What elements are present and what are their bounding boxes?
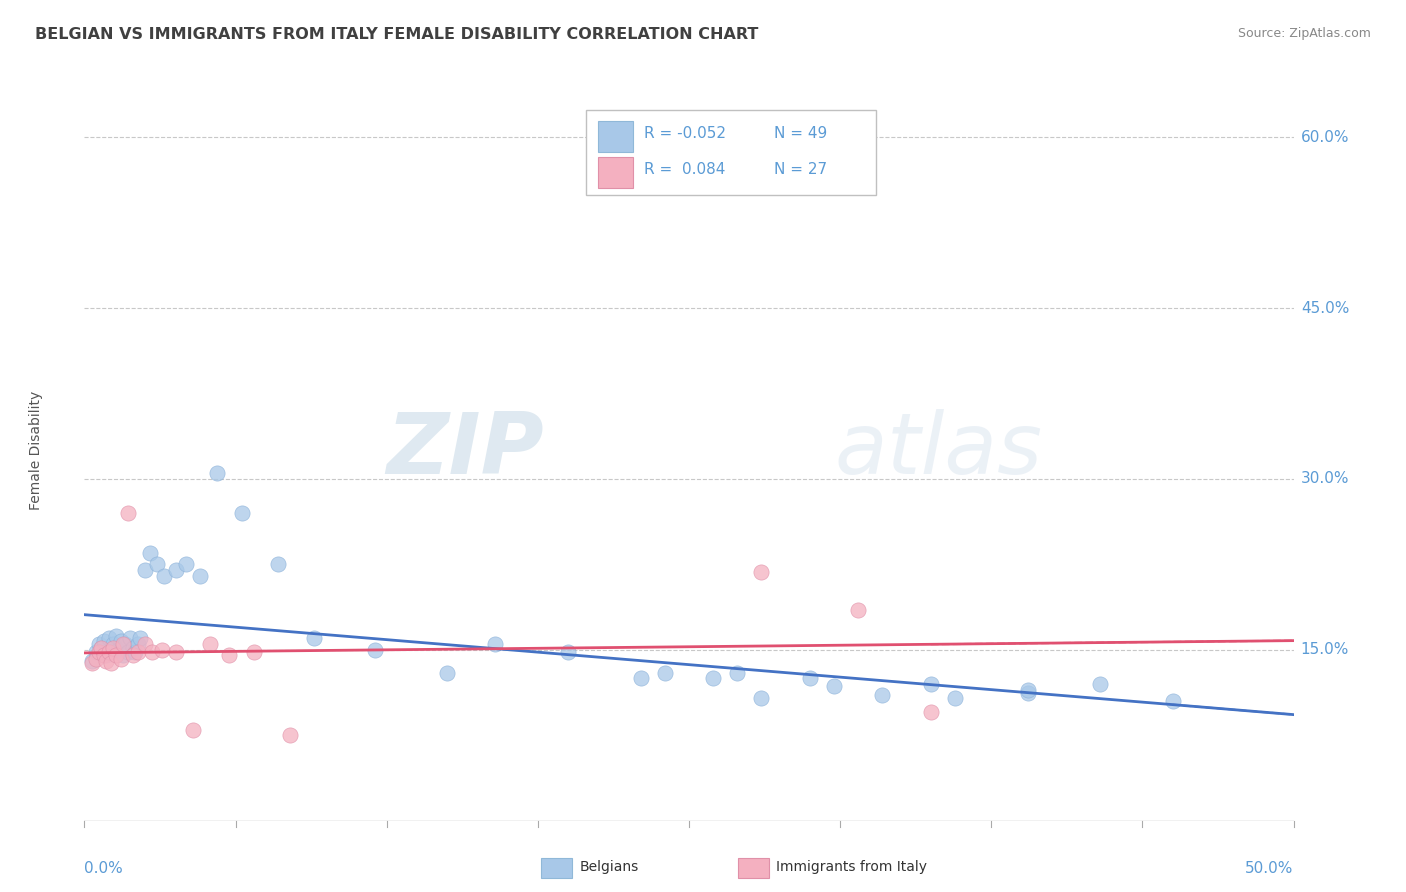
Point [94, 654, 117, 668]
Point [823, 679, 845, 693]
Point [218, 648, 240, 663]
Point [90, 640, 112, 655]
Point [100, 657, 122, 671]
Point [654, 665, 676, 680]
Point [94, 648, 117, 663]
Point [93, 633, 115, 648]
Point [138, 546, 160, 560]
Point [278, 728, 301, 742]
Point [103, 637, 125, 651]
Point [363, 642, 385, 657]
Point [121, 640, 143, 655]
Point [302, 632, 325, 646]
Text: BELGIAN VS IMMIGRANTS FROM ITALY FEMALE DISABILITY CORRELATION CHART: BELGIAN VS IMMIGRANTS FROM ITALY FEMALE … [35, 27, 758, 42]
Point [190, 568, 212, 582]
Point [1161, 694, 1184, 708]
Text: N = 27: N = 27 [773, 161, 827, 177]
Point [134, 637, 156, 651]
Point [104, 629, 127, 643]
Point [751, 690, 773, 705]
Point [134, 563, 156, 577]
Point [80, 654, 103, 668]
Text: R =  0.084: R = 0.084 [644, 161, 725, 177]
Point [97, 645, 120, 659]
Point [104, 648, 127, 663]
Text: atlas: atlas [834, 409, 1042, 492]
Point [86, 652, 108, 666]
Point [1017, 682, 1039, 697]
Point [943, 690, 966, 705]
Point [103, 640, 125, 655]
Point [920, 706, 942, 720]
Point [97, 632, 120, 646]
Point [120, 632, 142, 646]
Point [100, 645, 122, 659]
Point [181, 723, 204, 737]
Point [121, 648, 143, 663]
Point [87, 645, 110, 659]
Point [872, 689, 894, 703]
Text: 50.0%: 50.0% [1246, 862, 1294, 876]
Text: Female Disability: Female Disability [30, 391, 44, 510]
Point [86, 645, 108, 659]
Point [725, 665, 748, 680]
Text: 45.0%: 45.0% [1301, 301, 1350, 316]
Point [231, 506, 253, 520]
Point [112, 637, 135, 651]
Point [267, 558, 290, 572]
Point [127, 637, 149, 651]
Point [484, 637, 506, 651]
Point [127, 645, 149, 659]
Point [129, 632, 152, 646]
Point [117, 506, 139, 520]
Point [80, 657, 103, 671]
Point [153, 568, 176, 582]
Point [174, 558, 197, 572]
Point [1088, 677, 1111, 691]
Point [124, 645, 146, 659]
Point [198, 637, 221, 651]
Point [90, 640, 112, 655]
Point [165, 645, 187, 659]
Point [436, 665, 458, 680]
Point [114, 637, 136, 651]
Point [557, 645, 579, 659]
Text: 60.0%: 60.0% [1301, 129, 1350, 145]
Point [799, 671, 821, 685]
Point [110, 652, 132, 666]
Text: N = 49: N = 49 [773, 126, 827, 141]
Point [846, 603, 869, 617]
Point [117, 645, 139, 659]
FancyBboxPatch shape [599, 157, 633, 187]
Text: Belgians: Belgians [579, 860, 638, 874]
Point [93, 648, 115, 663]
Text: Immigrants from Italy: Immigrants from Italy [776, 860, 927, 874]
Point [110, 633, 132, 648]
Text: 15.0%: 15.0% [1301, 642, 1350, 657]
Point [165, 563, 187, 577]
Point [920, 677, 942, 691]
Point [112, 648, 135, 663]
Text: 0.0%: 0.0% [84, 862, 124, 876]
Point [150, 642, 173, 657]
Point [146, 558, 169, 572]
Point [141, 645, 163, 659]
Text: Source: ZipAtlas.com: Source: ZipAtlas.com [1237, 27, 1371, 40]
Point [702, 671, 724, 685]
Point [87, 637, 110, 651]
Text: R = -0.052: R = -0.052 [644, 126, 727, 141]
FancyBboxPatch shape [599, 121, 633, 153]
Point [207, 467, 229, 481]
Text: ZIP: ZIP [387, 409, 544, 492]
Point [630, 671, 652, 685]
Point [242, 645, 264, 659]
Text: 30.0%: 30.0% [1301, 472, 1350, 486]
Point [1017, 686, 1039, 700]
Point [107, 642, 129, 657]
Point [751, 566, 773, 580]
FancyBboxPatch shape [586, 110, 876, 195]
